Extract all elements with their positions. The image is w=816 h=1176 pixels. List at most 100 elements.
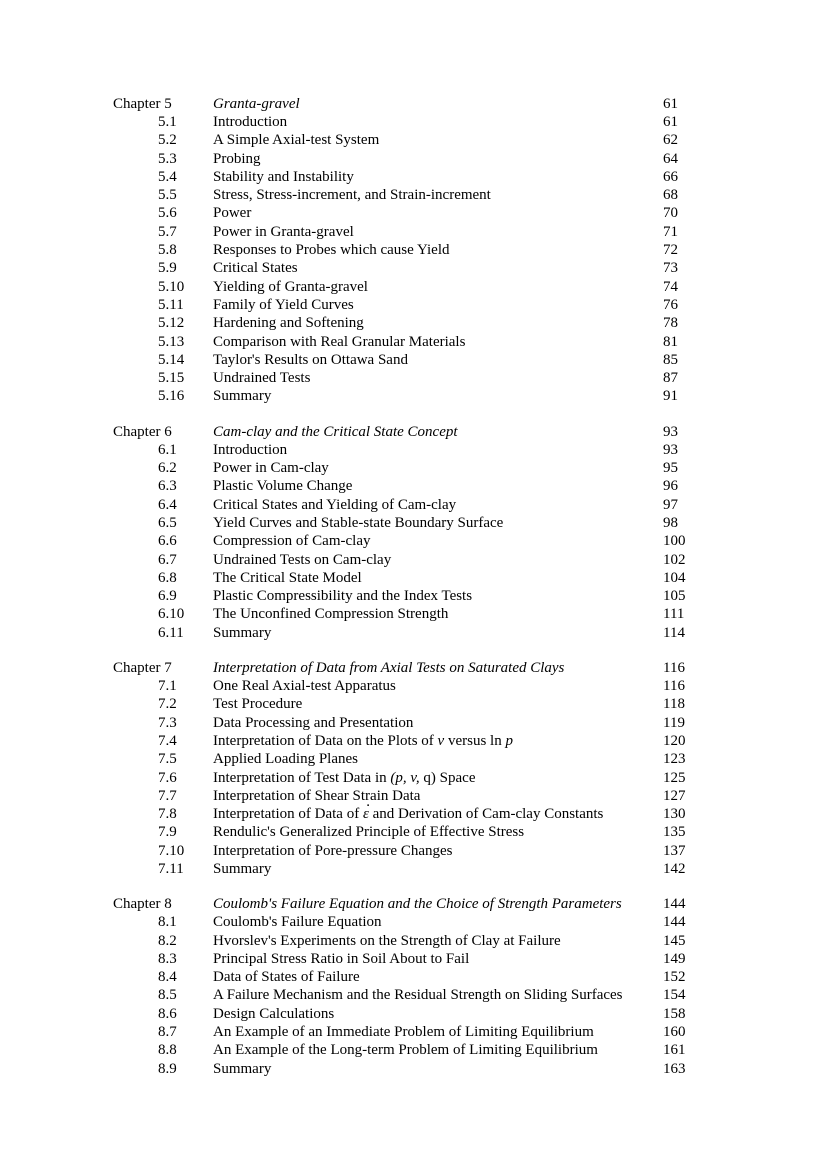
section-number: 5.5	[158, 186, 213, 204]
section-title: The Critical State Model	[213, 569, 663, 587]
section-row: 7.5Applied Loading Planes123	[113, 750, 703, 768]
section-number: 8.5	[158, 986, 213, 1004]
section-title: Yield Curves and Stable-state Boundary S…	[213, 514, 663, 532]
section-page-number: 73	[663, 259, 703, 277]
section-row: 6.7Undrained Tests on Cam-clay102	[113, 551, 703, 569]
section-row: 8.5A Failure Mechanism and the Residual …	[113, 986, 703, 1004]
section-row: 8.9Summary163	[113, 1060, 703, 1078]
section-page-number: 70	[663, 204, 703, 222]
section-page-number: 130	[663, 805, 703, 823]
chapter-label: Chapter 8	[113, 896, 213, 913]
section-row: 7.10Interpretation of Pore-pressure Chan…	[113, 842, 703, 860]
section-title: An Example of the Long-term Problem of L…	[213, 1041, 663, 1059]
chapter-block: Chapter 8Coulomb's Failure Equation and …	[113, 896, 703, 1078]
section-title: Stability and Instability	[213, 168, 663, 186]
section-page-number: 114	[663, 624, 703, 642]
section-title: Introduction	[213, 441, 663, 459]
section-title: Probing	[213, 150, 663, 168]
section-row: 6.5Yield Curves and Stable-state Boundar…	[113, 514, 703, 532]
section-page-number: 152	[663, 968, 703, 986]
section-page-number: 118	[663, 695, 703, 713]
section-title: Hvorslev's Experiments on the Strength o…	[213, 932, 663, 950]
section-page-number: 97	[663, 496, 703, 514]
section-title: Interpretation of Pore-pressure Changes	[213, 842, 663, 860]
section-number: 5.14	[158, 351, 213, 369]
section-number: 8.9	[158, 1060, 213, 1078]
section-title: Yielding of Granta-gravel	[213, 278, 663, 296]
section-page-number: 61	[663, 113, 703, 131]
section-page-number: 145	[663, 932, 703, 950]
section-row: 5.1Introduction61	[113, 113, 703, 131]
section-row: 8.6Design Calculations158	[113, 1005, 703, 1023]
section-row: 8.7An Example of an Immediate Problem of…	[113, 1023, 703, 1041]
section-page-number: 102	[663, 551, 703, 569]
section-row: 6.3Plastic Volume Change96	[113, 477, 703, 495]
section-number: 7.7	[158, 787, 213, 805]
section-page-number: 142	[663, 860, 703, 878]
section-page-number: 72	[663, 241, 703, 259]
section-title: Data of States of Failure	[213, 968, 663, 986]
section-row: 7.1One Real Axial-test Apparatus116	[113, 677, 703, 695]
section-number: 8.6	[158, 1005, 213, 1023]
section-title: Power	[213, 204, 663, 222]
section-row: 6.8The Critical State Model104	[113, 569, 703, 587]
section-row: 7.11Summary142	[113, 860, 703, 878]
section-title: Design Calculations	[213, 1005, 663, 1023]
section-page-number: 78	[663, 314, 703, 332]
section-title: An Example of an Immediate Problem of Li…	[213, 1023, 663, 1041]
section-number: 5.11	[158, 296, 213, 314]
section-page-number: 95	[663, 459, 703, 477]
section-number: 8.3	[158, 950, 213, 968]
section-title: Summary	[213, 624, 663, 642]
section-page-number: 144	[663, 913, 703, 931]
section-number: 7.3	[158, 714, 213, 732]
section-title: Summary	[213, 1060, 663, 1078]
section-row: 6.10The Unconfined Compression Strength1…	[113, 605, 703, 623]
section-number: 5.12	[158, 314, 213, 332]
section-row: 7.4Interpretation of Data on the Plots o…	[113, 732, 703, 750]
section-number: 7.11	[158, 860, 213, 878]
section-title: Test Procedure	[213, 695, 663, 713]
section-row: 6.6Compression of Cam-clay100	[113, 532, 703, 550]
section-page-number: 163	[663, 1060, 703, 1078]
section-row: 5.4Stability and Instability66	[113, 168, 703, 186]
chapter-block: Chapter 6Cam-clay and the Critical State…	[113, 424, 703, 642]
section-number: 5.10	[158, 278, 213, 296]
toc-page: Chapter 5Granta-gravel615.1Introduction6…	[0, 0, 816, 1176]
chapter-title: Cam-clay and the Critical State Concept	[213, 424, 663, 441]
section-title: Summary	[213, 860, 663, 878]
section-row: 5.12Hardening and Softening78	[113, 314, 703, 332]
section-row: 5.13Comparison with Real Granular Materi…	[113, 333, 703, 351]
section-row: 5.5Stress, Stress-increment, and Strain-…	[113, 186, 703, 204]
section-title: Taylor's Results on Ottawa Sand	[213, 351, 663, 369]
section-row: 5.14Taylor's Results on Ottawa Sand85	[113, 351, 703, 369]
section-page-number: 98	[663, 514, 703, 532]
chapter-title: Granta-gravel	[213, 96, 663, 113]
section-number: 7.4	[158, 732, 213, 750]
chapter-page-number: 61	[663, 96, 703, 113]
section-page-number: 111	[663, 605, 703, 623]
section-number: 6.9	[158, 587, 213, 605]
section-row: 6.1Introduction93	[113, 441, 703, 459]
section-number: 7.2	[158, 695, 213, 713]
section-page-number: 149	[663, 950, 703, 968]
chapter-block: Chapter 5Granta-gravel615.1Introduction6…	[113, 96, 703, 406]
chapter-page-number: 116	[663, 660, 703, 677]
section-title: A Failure Mechanism and the Residual Str…	[213, 986, 663, 1004]
section-row: 7.8Interpretation of Data of ε and Deriv…	[113, 805, 703, 823]
section-row: 7.6Interpretation of Test Data in (p, v,…	[113, 769, 703, 787]
section-page-number: 116	[663, 677, 703, 695]
section-row: 8.2Hvorslev's Experiments on the Strengt…	[113, 932, 703, 950]
section-row: 7.3Data Processing and Presentation119	[113, 714, 703, 732]
section-number: 6.1	[158, 441, 213, 459]
section-title: Family of Yield Curves	[213, 296, 663, 314]
section-row: 6.11Summary114	[113, 624, 703, 642]
chapter-label: Chapter 6	[113, 424, 213, 441]
section-page-number: 104	[663, 569, 703, 587]
chapter-heading-row: Chapter 5Granta-gravel61	[113, 96, 703, 113]
section-number: 6.2	[158, 459, 213, 477]
section-number: 5.6	[158, 204, 213, 222]
section-row: 5.8Responses to Probes which cause Yield…	[113, 241, 703, 259]
section-number: 5.15	[158, 369, 213, 387]
section-page-number: 64	[663, 150, 703, 168]
